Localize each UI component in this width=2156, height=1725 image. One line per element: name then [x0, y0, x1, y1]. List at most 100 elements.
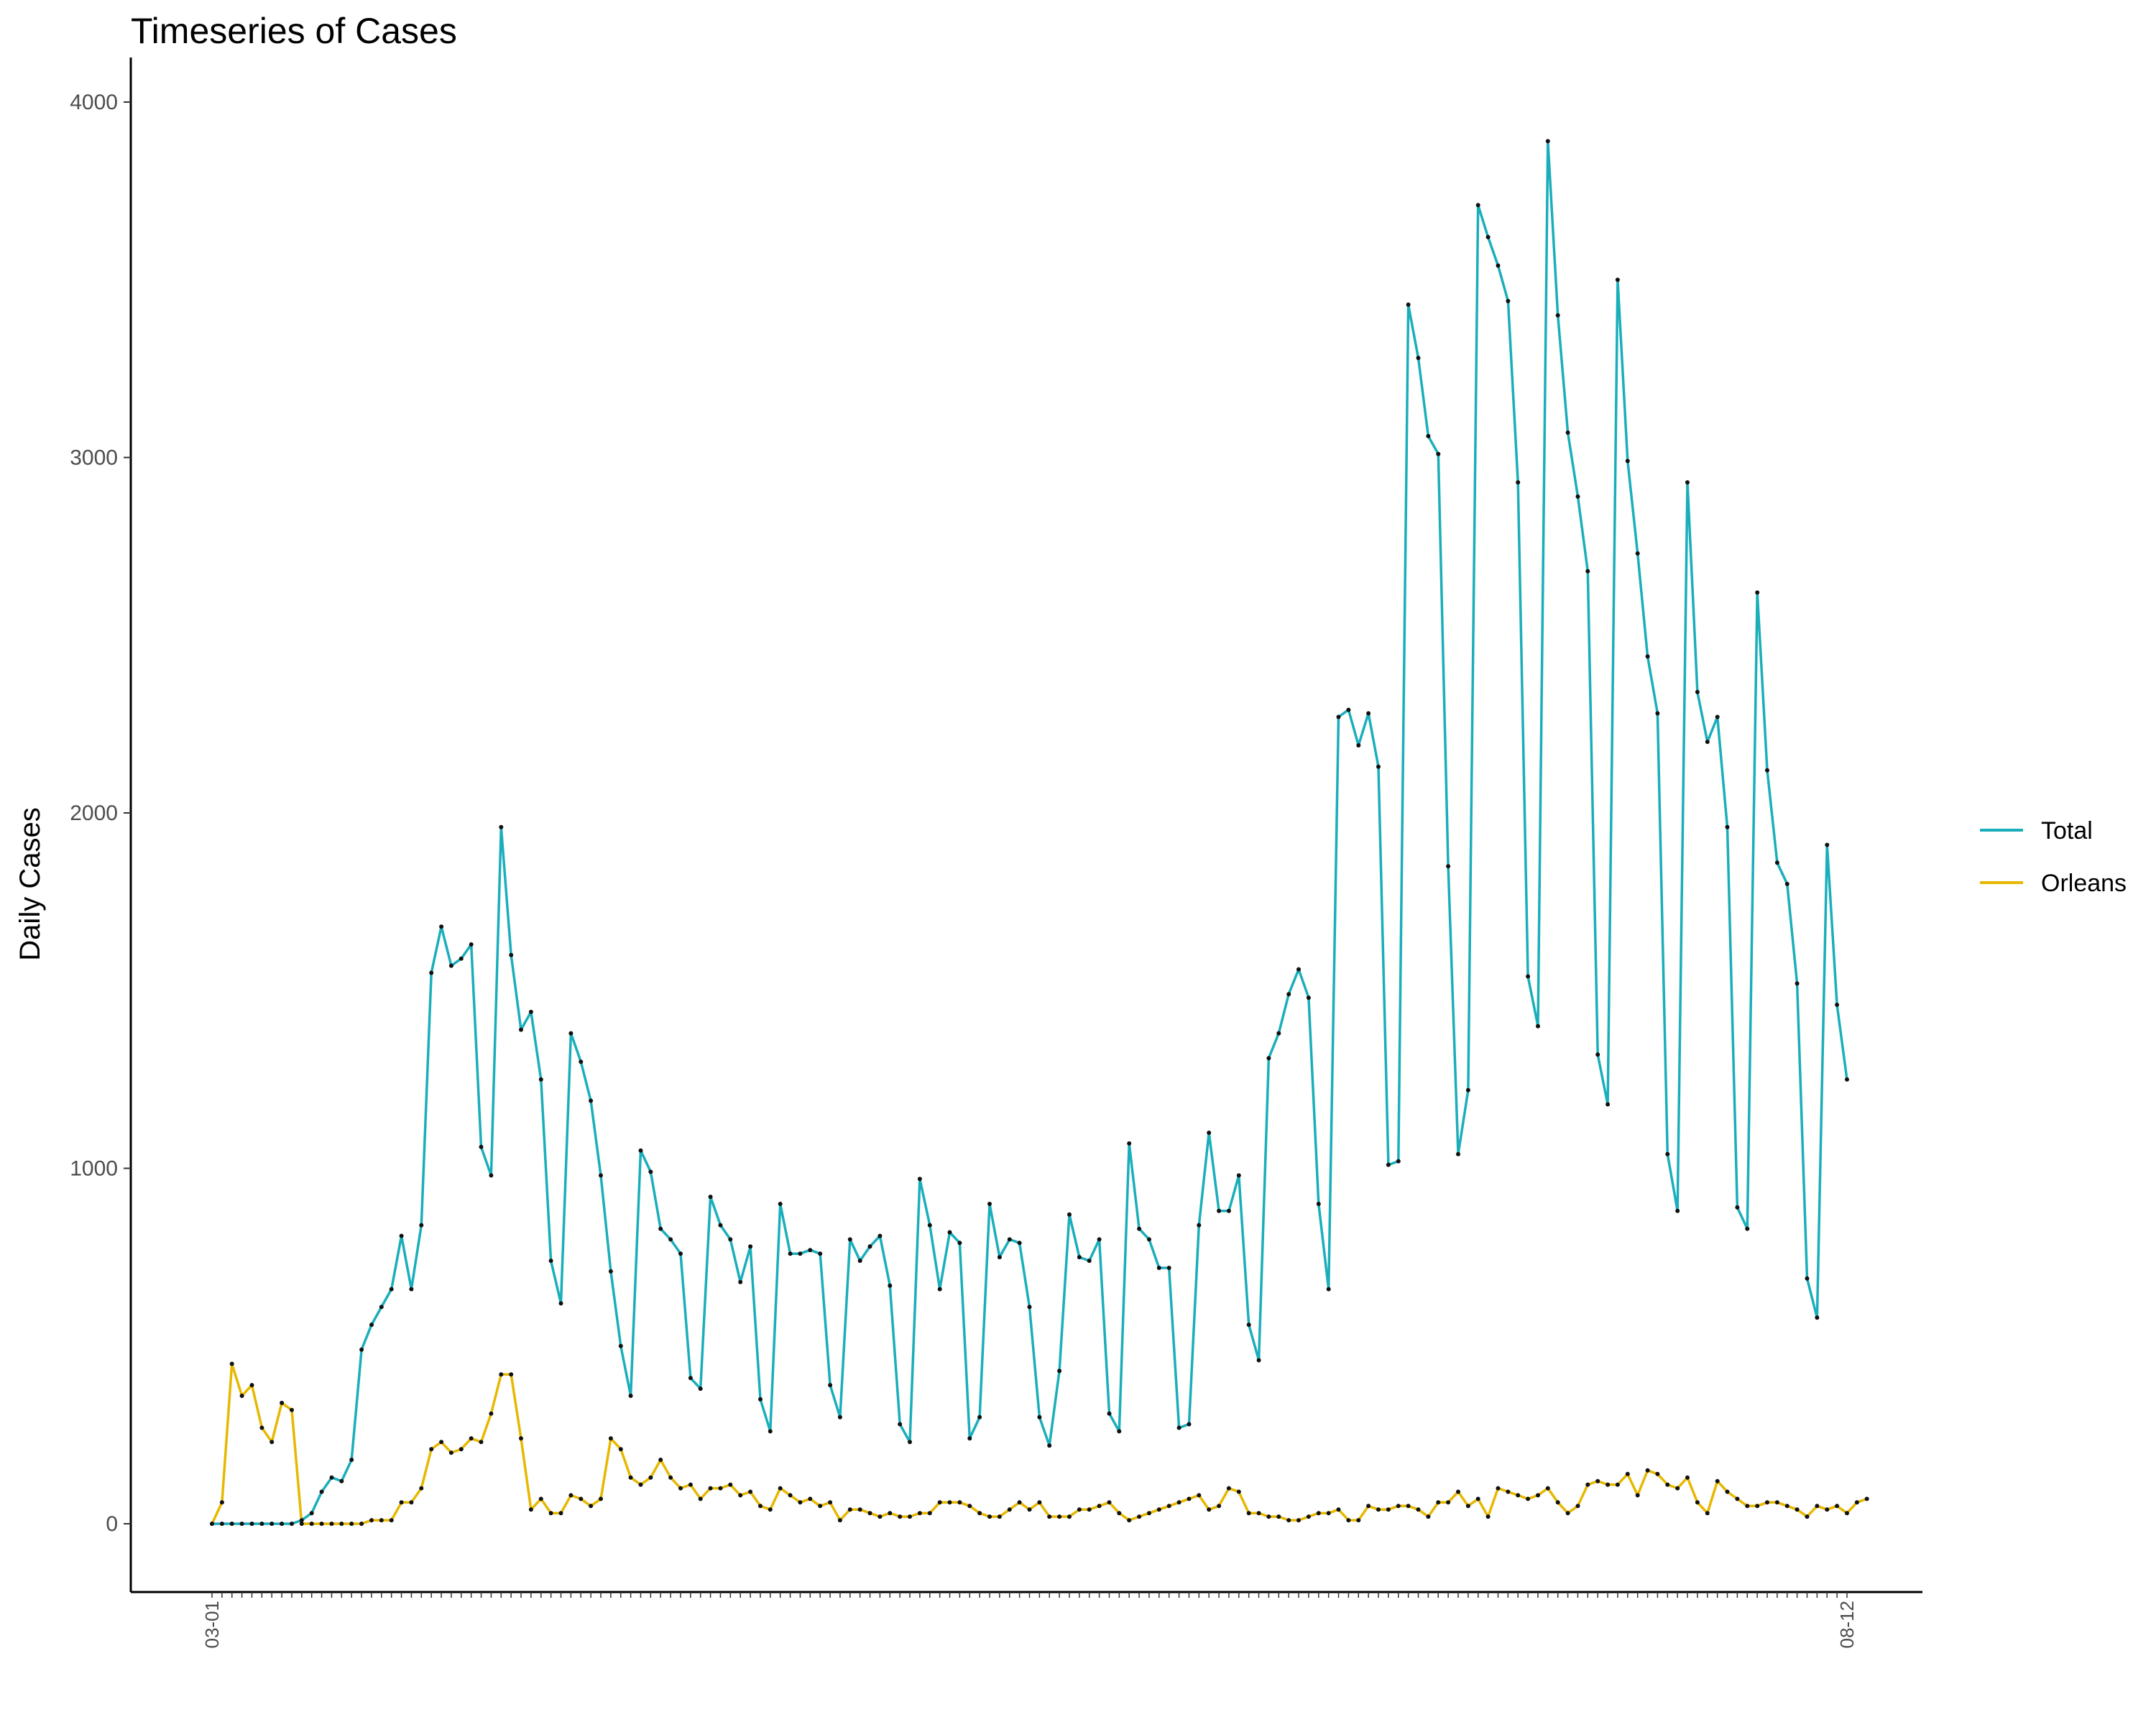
- data-point-orleans: [1296, 1518, 1301, 1523]
- data-point-total: [1774, 860, 1779, 865]
- data-point-total: [768, 1429, 773, 1434]
- y-axis-title: Daily Cases: [14, 807, 46, 960]
- data-point-total: [997, 1255, 1002, 1260]
- data-point-orleans: [1346, 1518, 1351, 1523]
- data-point-total: [1166, 1266, 1171, 1270]
- data-point-total: [957, 1241, 962, 1246]
- data-point-orleans: [579, 1496, 584, 1501]
- data-point-total: [389, 1287, 394, 1292]
- data-point-orleans: [1266, 1514, 1271, 1519]
- data-point-orleans: [1067, 1514, 1072, 1519]
- data-point-total: [1176, 1425, 1181, 1430]
- data-point-orleans: [967, 1504, 972, 1509]
- data-point-orleans: [937, 1500, 942, 1505]
- data-point-total: [1446, 864, 1451, 869]
- data-point-total: [908, 1440, 912, 1445]
- data-point-orleans: [1864, 1496, 1869, 1501]
- chart-title: Timeseries of Cases: [131, 11, 457, 51]
- data-point-orleans: [1585, 1482, 1590, 1487]
- data-point-orleans: [389, 1518, 394, 1523]
- data-point-orleans: [847, 1507, 852, 1512]
- data-point-orleans: [399, 1500, 404, 1505]
- legend-label-total: Total: [2041, 817, 2093, 845]
- data-point-orleans: [210, 1522, 214, 1526]
- data-point-total: [1825, 842, 1830, 847]
- data-point-orleans: [758, 1504, 763, 1509]
- data-point-orleans: [1366, 1504, 1371, 1509]
- data-point-total: [877, 1233, 883, 1238]
- data-point-total: [329, 1475, 334, 1480]
- data-point-total: [1456, 1151, 1460, 1156]
- data-point-total: [1316, 1202, 1321, 1206]
- data-point-total: [1755, 590, 1760, 595]
- data-point-total: [1815, 1315, 1820, 1320]
- data-point-orleans: [1326, 1511, 1331, 1516]
- y-axis: 0 1000 2000 3000 4000: [70, 58, 132, 1592]
- data-point-orleans: [917, 1511, 922, 1516]
- data-point-total: [319, 1489, 324, 1494]
- data-point-orleans: [608, 1436, 613, 1441]
- data-point-orleans: [229, 1361, 234, 1366]
- data-point-total: [1156, 1266, 1161, 1270]
- data-point-total: [1246, 1322, 1251, 1328]
- data-point-total: [1595, 1052, 1600, 1057]
- data-point-total: [1606, 1102, 1611, 1107]
- data-point-total: [1286, 992, 1291, 997]
- data-point-total: [708, 1195, 713, 1200]
- data-point-total: [927, 1223, 932, 1228]
- data-point-total: [688, 1376, 693, 1381]
- data-point-total: [1615, 277, 1620, 282]
- data-point-orleans: [1845, 1511, 1849, 1516]
- data-point-orleans: [1446, 1500, 1451, 1505]
- data-point-orleans: [1526, 1496, 1531, 1501]
- data-point-orleans: [1825, 1507, 1830, 1512]
- data-point-orleans: [1815, 1504, 1820, 1509]
- data-point-orleans: [419, 1486, 424, 1491]
- data-point-orleans: [1536, 1493, 1540, 1498]
- data-point-orleans: [1555, 1500, 1560, 1505]
- data-point-orleans: [1286, 1518, 1291, 1523]
- data-point-total: [847, 1237, 852, 1242]
- data-point-orleans: [1565, 1511, 1570, 1516]
- data-point-orleans: [339, 1522, 344, 1526]
- y-tick-label: 1000: [70, 1157, 118, 1181]
- data-point-orleans: [1107, 1500, 1112, 1505]
- data-point-total: [349, 1458, 354, 1462]
- data-point-orleans: [1595, 1478, 1600, 1484]
- data-point-total: [548, 1259, 553, 1264]
- data-point-total: [1555, 313, 1560, 318]
- data-point-orleans: [1755, 1504, 1760, 1509]
- data-point-orleans: [1017, 1500, 1022, 1505]
- data-point-orleans: [1217, 1504, 1222, 1509]
- data-point-orleans: [589, 1504, 594, 1509]
- data-point-total: [1047, 1443, 1052, 1448]
- x-axis: 03-01 08-12: [131, 1591, 1922, 1649]
- data-point-orleans: [1625, 1471, 1630, 1476]
- data-point-total: [1575, 494, 1580, 499]
- data-point-orleans: [818, 1504, 823, 1509]
- data-point-orleans: [1705, 1511, 1710, 1516]
- data-point-total: [1067, 1212, 1072, 1217]
- data-point-total: [1296, 967, 1301, 972]
- data-point-total: [219, 1522, 224, 1526]
- legend: Total Orleans: [1980, 817, 2127, 897]
- data-point-orleans: [599, 1496, 603, 1501]
- data-point-total: [1406, 302, 1411, 307]
- data-point-total: [558, 1301, 563, 1306]
- data-point-total: [379, 1305, 384, 1310]
- data-point-total: [1077, 1255, 1082, 1260]
- series-line-total: [212, 139, 1848, 1525]
- data-point-orleans: [1176, 1500, 1181, 1505]
- data-point-total: [1655, 711, 1660, 716]
- data-point-total: [409, 1287, 414, 1292]
- data-point-total: [758, 1397, 763, 1402]
- data-point-total: [748, 1244, 753, 1249]
- data-point-orleans: [1077, 1507, 1082, 1512]
- data-point-total: [1386, 1162, 1391, 1167]
- data-point-orleans: [448, 1450, 453, 1455]
- data-point-total: [837, 1414, 842, 1420]
- data-point-orleans: [528, 1507, 533, 1512]
- data-point-total: [1326, 1287, 1331, 1292]
- data-point-total: [1027, 1305, 1032, 1310]
- data-point-total: [1147, 1237, 1151, 1242]
